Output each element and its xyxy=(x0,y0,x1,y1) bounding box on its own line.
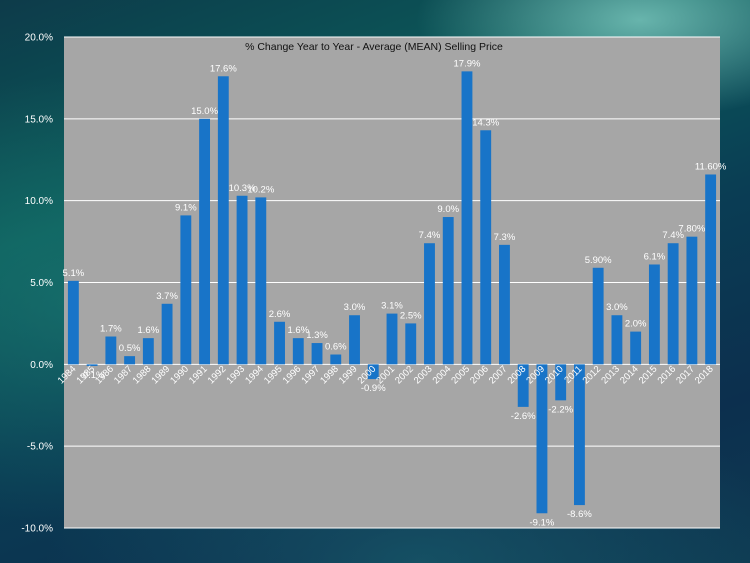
data-label: 7.3% xyxy=(494,232,516,243)
data-label: 7.80% xyxy=(678,224,705,235)
bar xyxy=(461,71,473,365)
data-label: 1.6% xyxy=(138,325,160,336)
bar xyxy=(573,364,585,506)
bar xyxy=(142,338,154,365)
data-label: 10.3% xyxy=(229,183,256,194)
data-label: 15.0% xyxy=(191,106,218,117)
data-label: -8.6% xyxy=(567,509,592,520)
data-label: 6.1% xyxy=(644,251,666,262)
data-label: 7.4% xyxy=(662,230,684,241)
bar xyxy=(630,331,642,365)
bar xyxy=(67,280,79,365)
bar xyxy=(292,338,304,365)
data-label: 3.7% xyxy=(156,291,178,302)
bar xyxy=(386,313,398,365)
data-label: 2.6% xyxy=(269,309,291,320)
y-tick-label: -10.0% xyxy=(21,524,53,535)
bar xyxy=(536,364,548,514)
bar xyxy=(330,354,342,365)
bar xyxy=(161,303,173,365)
bar xyxy=(311,343,323,365)
bar xyxy=(105,336,117,365)
bar xyxy=(648,264,660,365)
y-tick-label: 0.0% xyxy=(30,360,53,371)
data-label: 5.1% xyxy=(63,268,85,279)
data-label: 11.60% xyxy=(695,161,727,172)
data-label: 1.7% xyxy=(100,324,122,335)
data-label: 3.1% xyxy=(381,301,403,312)
data-label: 9.0% xyxy=(437,204,459,215)
y-tick-label: 10.0% xyxy=(25,196,53,207)
bar xyxy=(611,315,623,365)
bar xyxy=(180,215,192,365)
data-label: 2.0% xyxy=(625,319,647,330)
data-label: 1.6% xyxy=(287,325,309,336)
bar xyxy=(86,364,98,366)
bar xyxy=(405,323,417,365)
bar xyxy=(517,364,529,407)
bars xyxy=(67,71,717,514)
bar xyxy=(686,236,698,365)
data-label: 14.3% xyxy=(472,117,499,128)
bar xyxy=(349,315,360,365)
data-labels: 5.1% -0.1% 1.7% 0.5% 1.6% 3.7% 9.1% 15.0% 17.6% 1… xyxy=(63,58,727,528)
y-tick-label: 15.0% xyxy=(25,114,53,125)
y-axis-ticks: 20.0% 15.0% 10.0% 5.0% 0.0% -5.0% -10.0% xyxy=(21,33,53,535)
data-label: 1.3% xyxy=(306,330,328,341)
bar xyxy=(124,356,136,365)
data-label: 17.9% xyxy=(454,58,481,69)
bar xyxy=(367,364,379,380)
data-label: -2.6% xyxy=(511,411,536,422)
data-label: -0.1% xyxy=(80,370,105,381)
data-label: 17.6% xyxy=(210,63,237,74)
data-label: 3.0% xyxy=(606,302,628,313)
y-tick-label: 20.0% xyxy=(25,33,53,44)
bar xyxy=(236,195,248,365)
bar xyxy=(274,321,285,365)
bar xyxy=(255,197,267,365)
y-tick-label: 5.0% xyxy=(30,278,53,289)
data-label: 0.5% xyxy=(119,343,141,354)
bar xyxy=(592,267,604,365)
bar xyxy=(705,174,717,365)
bar xyxy=(555,364,567,401)
chart-title: % Change Year to Year - Average (MEAN) S… xyxy=(245,41,503,53)
data-label: -9.1% xyxy=(530,517,555,528)
data-label: 2.5% xyxy=(400,310,422,321)
bar xyxy=(442,217,454,365)
bar xyxy=(424,243,435,365)
bar xyxy=(480,130,492,365)
data-label: 10.2% xyxy=(247,184,274,195)
bar xyxy=(667,243,679,365)
gridlines xyxy=(64,36,720,529)
data-label: -0.9% xyxy=(361,383,386,394)
bar xyxy=(499,244,510,365)
data-label: 7.4% xyxy=(419,230,441,241)
data-label: 0.6% xyxy=(325,342,347,353)
data-label: 3.0% xyxy=(344,302,366,313)
data-label: 5.90% xyxy=(585,255,612,266)
bar xyxy=(217,76,229,365)
y-tick-label: -5.0% xyxy=(27,442,53,453)
bar xyxy=(199,118,211,365)
data-label: -2.2% xyxy=(548,404,573,415)
data-label: 9.1% xyxy=(175,202,197,213)
